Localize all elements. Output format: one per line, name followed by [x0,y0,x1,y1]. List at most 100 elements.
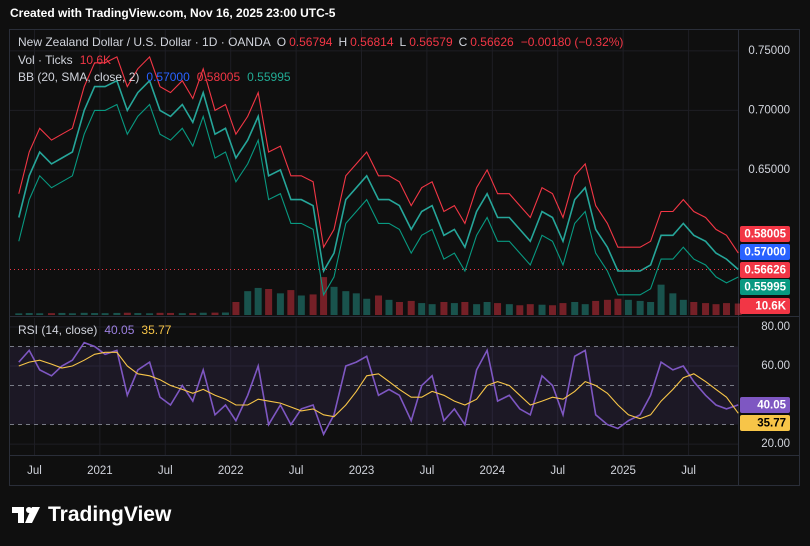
volume-bar [211,312,219,315]
volume-bar [232,302,240,315]
volume-bar [178,313,186,315]
rsi-ma-tag: 35.77 [757,418,786,430]
volume-bar [516,305,524,315]
bb-upper-tag-box [740,226,790,242]
change: −0.00180 (−0.32%) [520,35,624,49]
price-legend: New Zealand Dollar / U.S. Dollar · 1D · … [18,35,623,49]
x-tick-label: 2023 [349,465,375,477]
volume-bar [385,299,393,315]
volume-bar [603,299,611,315]
volume-bar [571,302,579,315]
x-tick-label: 2024 [480,465,506,477]
rsi-legend: RSI (14, close) 40.05 35.77 [18,323,171,337]
volume-bar [287,290,295,315]
rsi-value: 40.05 [104,323,135,337]
volume-bar [363,298,371,315]
volume-bar [636,300,644,315]
volume-bar [440,302,448,315]
volume-bar [581,304,589,315]
x-tick-label: Jul [550,465,565,477]
volume-bar [15,313,23,315]
volume-name: Vol · Ticks [18,53,73,67]
header: Created with TradingView.com, Nov 16, 20… [10,6,336,20]
volume-bar [68,313,76,315]
x-tick-label: Jul [420,465,435,477]
ohlc-name: C [458,35,468,49]
volume-bar [679,299,687,315]
bb-legend: BB (20, SMA, close, 2) 0.57000 0.58005 0… [18,70,291,84]
bb-upper-tag: 0.58005 [744,229,786,241]
volume-bar [712,304,720,315]
volume-value: 10.6K [79,53,112,67]
bb-value: 0.55995 [247,70,291,84]
y-tick-label: 60.00 [761,360,790,372]
volume-bar [461,302,469,315]
volume-bar [265,289,273,315]
volume-bar [690,302,698,315]
volume-bar [309,294,317,315]
bb-value: 0.57000 [146,70,190,84]
ohlc-name: O [276,35,287,49]
y-tick-label: 0.65000 [748,164,790,176]
volume-bar [320,277,328,315]
volume-bar [669,293,677,315]
volume-bar [428,304,436,315]
y-tick-label: 20.00 [761,438,790,450]
volume-bar [538,304,546,315]
symbol: New Zealand Dollar / U.S. Dollar · 1D · … [18,35,271,49]
volume-bar [494,303,502,315]
volume-bar [592,300,600,315]
last-price-tag: 0.56626 [744,265,786,277]
volume-bar [450,303,458,315]
logo-icon [12,507,40,523]
volume-bar [734,303,742,315]
x-tick-label: Jul [158,465,173,477]
volume-bar [276,293,284,315]
volume-bar [123,312,131,315]
volume-bar [330,286,338,315]
rsi-name: RSI (14, close) [18,323,98,337]
ohlc-name: L [399,35,407,49]
volume-bar [702,303,710,315]
bb-lower-tag: 0.55995 [744,282,786,294]
volume-legend: Vol · Ticks 10.6K [18,53,111,67]
bb-name: BB (20, SMA, close, 2) [18,70,140,84]
series-line [18,351,739,420]
volume-bar [297,295,305,315]
x-tick-label: Jul [289,465,304,477]
brand: TradingView [48,503,172,526]
ohlc-value: 0.56579 [409,35,453,49]
volume-bar [722,303,730,315]
y-tick-label: 0.75000 [748,45,790,57]
volume-bar [395,302,403,315]
volume-bar [254,287,262,315]
frame [9,29,800,486]
volume-bar [156,312,164,315]
volume-bar [473,304,481,315]
x-tick-label: 2022 [218,465,244,477]
series-line [18,55,739,254]
bb-value: 0.58005 [196,70,241,84]
series-line [18,79,739,274]
volume-bar [342,291,350,315]
volume-bar [167,312,175,315]
volume-bar [244,291,252,315]
volume-bar [221,312,229,315]
x-tick-label: 2025 [610,465,636,477]
volume-bar [91,313,99,315]
volume-bar [36,313,44,315]
volume-tag-box [740,298,790,314]
bb-lower-tag-box [740,279,790,295]
volume-bar [189,313,197,315]
x-tick-label: Jul [27,465,42,477]
y-tick-label: 0.70000 [748,104,790,116]
rsi-ma-tag-box [740,415,790,431]
series-line [18,103,739,297]
ohlc-value: 0.56794 [289,35,333,49]
volume-bar [80,312,88,315]
ohlc-value: 0.56814 [350,35,394,49]
volume-bar [483,302,491,315]
volume-bar [657,284,665,315]
bb-basis-tag: 0.57000 [744,247,786,259]
